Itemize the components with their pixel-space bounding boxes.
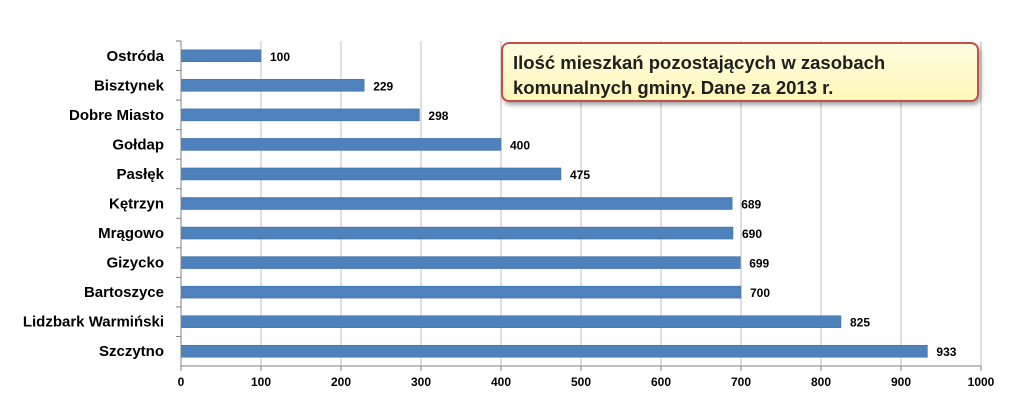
bar (180, 344, 928, 358)
bar (180, 226, 734, 240)
x-tick-label: 900 (891, 375, 911, 389)
category-label: Kętrzyn (109, 196, 164, 213)
category-label: Szczytno (99, 343, 164, 360)
bar (180, 79, 365, 92)
x-tick-label: 800 (811, 375, 831, 389)
data-label: 689 (741, 198, 761, 212)
chart-title-line-2: komunalnych gminy. Dane za 2013 r. (513, 77, 834, 98)
bar (180, 315, 842, 328)
category-label: Ostróda (106, 48, 164, 65)
category-label: Bisztynek (94, 77, 165, 94)
data-label: 699 (749, 257, 769, 271)
x-tick-label: 1000 (968, 375, 995, 389)
category-label: Mrągowo (98, 225, 164, 242)
data-labels: 100 229 298 400 475 689 690 699 700 825 933 (270, 50, 957, 359)
data-label: 298 (428, 109, 448, 123)
category-label: Pasłęk (116, 166, 164, 183)
x-tick-label: 700 (731, 375, 751, 389)
category-label: Bartoszyce (84, 284, 164, 301)
bars (180, 49, 928, 358)
data-label: 825 (850, 316, 870, 330)
category-labels: Ostróda Bisztynek Dobre Miasto Gołdap Pasłęk… (23, 48, 165, 360)
data-label: 100 (270, 50, 290, 64)
bar (180, 49, 262, 63)
bar (180, 285, 742, 299)
x-tick-label: 300 (411, 375, 431, 389)
data-label: 400 (510, 138, 530, 152)
data-label: 700 (750, 286, 770, 300)
bar (180, 256, 741, 269)
bar (180, 108, 420, 122)
x-tick-label: 200 (331, 375, 351, 389)
x-tick-labels: 0 100 200 300 400 500 600 700 800 900 1000 (178, 375, 995, 389)
category-label: Lidzbark Warmiński (23, 314, 164, 331)
chart-title: Ilość mieszkań pozostających w zasobach … (501, 42, 979, 102)
bar (180, 167, 562, 181)
data-label: 690 (742, 227, 762, 241)
x-tick-label: 500 (571, 375, 591, 389)
x-tick-label: 600 (651, 375, 671, 389)
x-tick-label: 100 (251, 375, 271, 389)
category-label: Gołdap (112, 136, 164, 153)
x-tick-label: 400 (491, 375, 511, 389)
category-label: Dobre Miasto (69, 107, 164, 124)
bar (180, 197, 733, 210)
x-tick-label: 0 (178, 375, 185, 389)
chart-title-line-1: Ilość mieszkań pozostających w zasobach (513, 52, 886, 73)
data-label: 933 (936, 345, 956, 359)
data-label: 229 (373, 79, 393, 93)
data-label: 475 (570, 168, 590, 182)
category-label: Gizycko (106, 255, 164, 272)
bar (180, 138, 502, 151)
